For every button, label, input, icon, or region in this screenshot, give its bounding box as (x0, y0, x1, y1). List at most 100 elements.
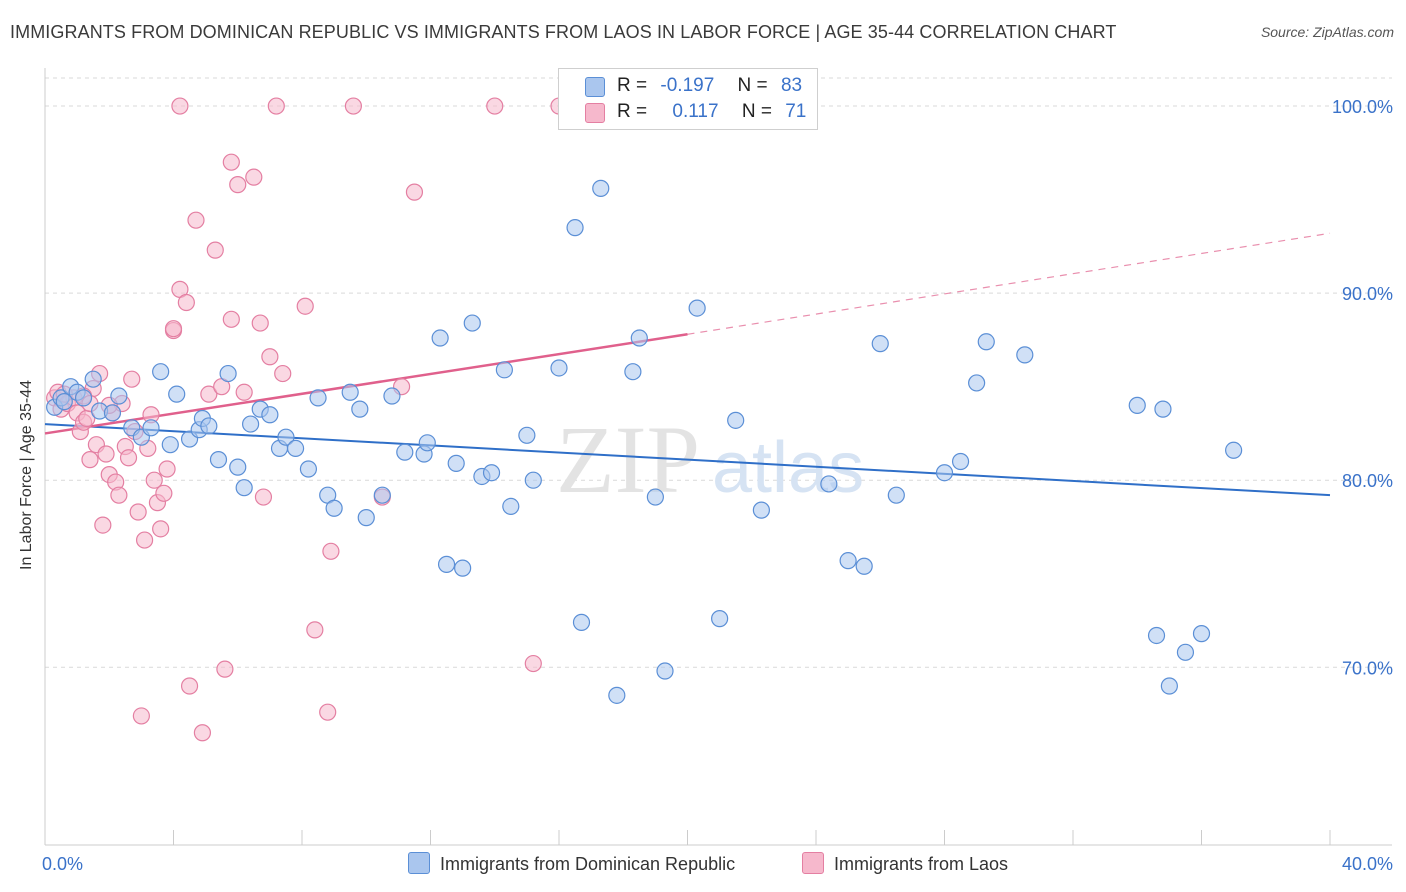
point-dominican-republic (855, 557, 873, 575)
point-dominican-republic (1154, 400, 1172, 418)
point-laos (158, 460, 176, 478)
point-dominican-republic (711, 610, 729, 628)
bottom-legend-laos: Immigrants from Laos (802, 852, 1008, 875)
point-dominican-republic (152, 363, 170, 381)
point-dominican-republic (820, 475, 838, 493)
x-tick-label-min: 0.0% (42, 854, 83, 874)
x-tick-labels: 0.0% 40.0% (42, 854, 1393, 874)
point-dominican-republic (572, 613, 591, 631)
point-dominican-republic (242, 415, 260, 433)
point-dominican-republic (524, 471, 542, 489)
point-dominican-republic (309, 389, 327, 407)
point-dominican-republic (951, 452, 970, 471)
point-laos (164, 320, 183, 338)
point-dominican-republic (168, 385, 186, 403)
legend-r-label: R = (617, 101, 648, 122)
legend-r-value-pink: 0.117 (672, 101, 719, 122)
point-dominican-republic (624, 363, 642, 381)
point-dominican-republic (396, 443, 414, 461)
point-laos (177, 293, 195, 312)
point-laos (97, 445, 115, 463)
y-tick-label: 80.0% (1342, 471, 1393, 491)
point-dominican-republic (887, 486, 905, 504)
point-dominican-republic (630, 329, 648, 347)
point-dominican-republic (74, 389, 93, 407)
watermark: ZIP atlas (556, 406, 864, 513)
point-dominican-republic (688, 299, 706, 317)
point-dominican-republic (935, 464, 954, 482)
point-dominican-republic (325, 499, 343, 517)
bottom-legend-label-blue: Immigrants from Dominican Republic (440, 854, 736, 874)
point-laos (145, 471, 163, 489)
point-dominican-republic (200, 417, 218, 435)
point-laos (171, 97, 189, 115)
trend-line-pink-dashed (687, 232, 1331, 335)
point-laos (206, 241, 224, 259)
series-laos-points (46, 97, 568, 742)
point-dominican-republic (261, 406, 279, 424)
point-dominican-republic (482, 464, 501, 482)
point-dominican-republic (299, 460, 318, 478)
point-dominican-republic (103, 404, 122, 422)
point-laos (274, 364, 292, 383)
point-dominican-republic (357, 509, 375, 527)
x-tick-label-max: 40.0% (1342, 854, 1393, 874)
correlation-legend: R = -0.197 N = 83 R = 0.117 N = 71 (558, 68, 818, 130)
legend-swatch-blue (585, 77, 605, 97)
bottom-legend-label-pink: Immigrants from Laos (834, 854, 1009, 874)
point-laos (235, 383, 253, 401)
point-laos (267, 97, 285, 115)
point-dominican-republic (839, 552, 857, 570)
point-laos (152, 520, 170, 538)
point-laos (486, 97, 504, 115)
point-laos (119, 449, 138, 467)
point-laos (405, 183, 424, 201)
point-dominican-republic (209, 451, 228, 469)
y-tick-labels: 70.0% 80.0% 90.0% 100.0% (1332, 97, 1393, 678)
point-dominican-republic (518, 426, 536, 444)
point-dominican-republic (1147, 626, 1166, 645)
point-dominican-republic (437, 555, 456, 573)
point-dominican-republic (463, 314, 481, 332)
point-dominican-republic (727, 411, 745, 429)
point-dominican-republic (84, 370, 102, 388)
y-tick-label: 70.0% (1342, 658, 1393, 678)
y-tick-label: 90.0% (1342, 284, 1393, 304)
point-laos (155, 484, 173, 502)
point-dominican-republic (592, 179, 610, 197)
point-dominican-republic (656, 662, 674, 680)
point-dominican-republic (1176, 643, 1195, 661)
point-dominican-republic (502, 497, 520, 515)
point-laos (254, 488, 273, 506)
point-laos (81, 451, 99, 469)
legend-r-value-blue: -0.197 (660, 75, 715, 96)
point-dominican-republic (646, 488, 664, 506)
point-dominican-republic (495, 361, 513, 379)
point-dominican-republic (229, 458, 247, 476)
trend-line-dominican-republic (44, 423, 1331, 497)
point-laos (193, 724, 212, 742)
point-dominican-republic (454, 559, 472, 577)
point-laos (251, 314, 269, 332)
point-dominican-republic (968, 374, 986, 392)
point-dominican-republic (752, 501, 770, 519)
legend-swatch-pink (585, 103, 605, 123)
point-dominican-republic (235, 479, 253, 497)
point-laos (110, 486, 128, 504)
point-dominican-republic (341, 383, 359, 401)
point-dominican-republic (566, 219, 584, 237)
point-dominican-republic (373, 486, 391, 504)
point-laos (319, 703, 337, 721)
point-laos (132, 707, 150, 725)
point-laos (306, 621, 324, 639)
point-laos (200, 385, 218, 403)
point-laos (222, 310, 240, 328)
point-dominican-republic (608, 686, 626, 704)
point-laos (229, 176, 247, 194)
point-laos (322, 542, 340, 560)
point-dominican-republic (142, 419, 160, 437)
y-tick-label: 100.0% (1332, 97, 1393, 117)
axes (44, 68, 1392, 846)
point-dominican-republic (1192, 625, 1211, 643)
